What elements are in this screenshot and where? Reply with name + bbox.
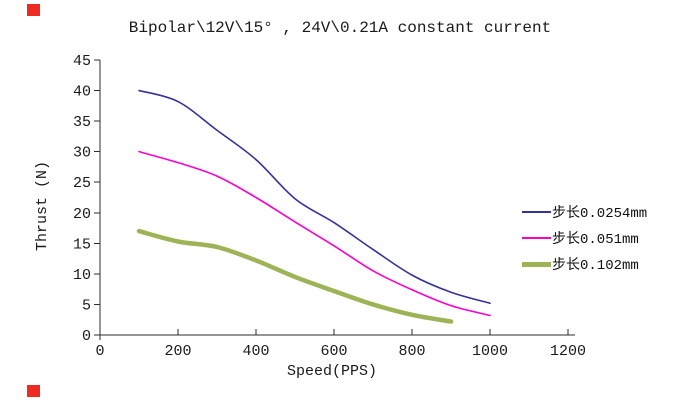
y-axis-title: Thrust (N) (34, 161, 51, 251)
legend-line-swatch (522, 261, 551, 267)
y-tick-label: 40 (73, 84, 91, 101)
x-tick-label: 200 (164, 343, 191, 360)
x-tick-label: 0 (95, 343, 104, 360)
y-tick-label: 15 (73, 236, 91, 253)
red-marker-top (27, 4, 40, 16)
legend-label: 步长0.102mm (552, 258, 639, 274)
y-tick-label: 20 (73, 206, 91, 223)
y-tick-label: 30 (73, 145, 91, 162)
series-line-2 (136, 228, 454, 324)
x-tick-label: 600 (320, 343, 347, 360)
axes: 0 5 10 15 20 25 30 35 40 45 0 200 400 600 800 1000 1200 (73, 53, 586, 360)
x-tick-label: 1000 (472, 343, 508, 360)
y-tick-label: 35 (73, 114, 91, 131)
red-marker-bottom (27, 385, 40, 397)
series-line-1 (138, 150, 491, 317)
y-tick-label: 45 (73, 53, 91, 70)
x-tick-label: 800 (398, 343, 425, 360)
legend: 步长0.0254mm 步长0.051mm 步长0.102mm (522, 199, 647, 277)
legend-item: 步长0.102mm (522, 251, 647, 277)
legend-item: 步长0.051mm (522, 225, 647, 251)
x-tick-label: 400 (242, 343, 269, 360)
y-tick-label: 5 (82, 297, 91, 314)
x-tick-label: 1200 (550, 343, 586, 360)
x-axis-title: Speed(PPS) (287, 363, 377, 380)
legend-item: 步长0.0254mm (522, 199, 647, 225)
series-lines (136, 89, 491, 324)
y-tick-label: 0 (82, 328, 91, 345)
y-tick-label: 10 (73, 267, 91, 284)
y-tick-label: 25 (73, 175, 91, 192)
legend-line-swatch (522, 211, 551, 213)
legend-label: 步长0.051mm (552, 232, 639, 248)
chart-title: Bipolar\12V\15° , 24V\0.21A constant cur… (128, 19, 552, 37)
series-line-0 (138, 89, 491, 305)
legend-label: 步长0.0254mm (552, 206, 648, 222)
legend-line-swatch (522, 237, 551, 239)
